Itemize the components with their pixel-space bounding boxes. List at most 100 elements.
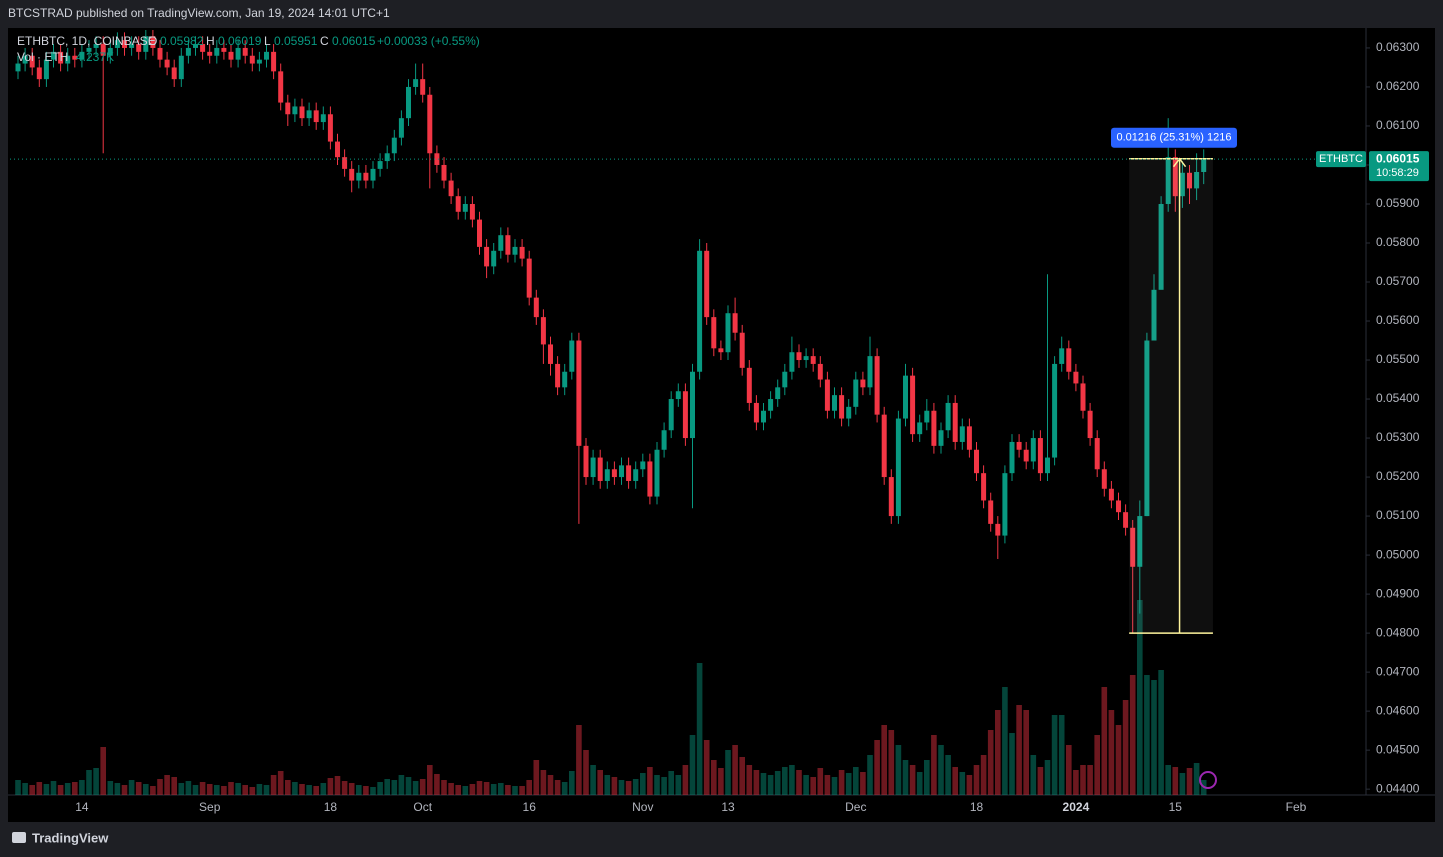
candle-body bbox=[732, 313, 738, 333]
legend-value: 0.06015 bbox=[332, 34, 376, 48]
volume-bar bbox=[1073, 770, 1079, 795]
candle-body bbox=[746, 367, 752, 403]
volume-bar bbox=[817, 768, 824, 795]
volume-bar bbox=[292, 782, 298, 795]
candle-body bbox=[1023, 449, 1029, 462]
volume-bar bbox=[214, 785, 220, 795]
volume-bar bbox=[874, 740, 880, 795]
candle-body bbox=[526, 258, 532, 298]
volume-bar bbox=[533, 760, 540, 795]
candle-body bbox=[427, 94, 433, 154]
volume-bar bbox=[22, 783, 28, 795]
volume-bar bbox=[391, 780, 398, 795]
volume-bar bbox=[1087, 765, 1093, 795]
volume-bar bbox=[526, 780, 532, 795]
candle-body bbox=[803, 356, 809, 361]
volume-bar bbox=[171, 777, 177, 795]
volume-bar bbox=[277, 771, 284, 795]
alert-icon[interactable] bbox=[1199, 771, 1217, 789]
volume-bar bbox=[320, 783, 327, 795]
volume-bar bbox=[732, 745, 738, 795]
candle-body bbox=[398, 118, 404, 138]
volume-bar bbox=[313, 786, 319, 795]
volume-bar bbox=[135, 782, 142, 795]
candle-body bbox=[1087, 410, 1093, 439]
volume-bar bbox=[668, 771, 674, 795]
candle-body bbox=[221, 47, 227, 52]
volume-bar bbox=[86, 770, 92, 795]
candle-body bbox=[512, 246, 518, 255]
candle-body bbox=[1165, 157, 1171, 204]
x-tick-label: Sep bbox=[199, 800, 221, 814]
candle-body bbox=[832, 395, 837, 411]
candle-body bbox=[782, 371, 788, 388]
candle-body bbox=[264, 51, 269, 60]
volume-bar bbox=[242, 785, 248, 795]
candle-body bbox=[1151, 289, 1157, 341]
volume-bar bbox=[206, 784, 213, 795]
candle-body bbox=[455, 196, 461, 212]
legend-value: 0.06019 bbox=[218, 34, 262, 48]
candle-body bbox=[477, 219, 482, 247]
overlay: ETHBTC, 1D, COINBASE O 0.05982 H 0.06019… bbox=[17, 34, 480, 64]
volume-bar bbox=[902, 760, 909, 795]
candle-body bbox=[874, 356, 880, 415]
volume-bar bbox=[72, 782, 78, 795]
candle-body bbox=[775, 387, 781, 400]
measure-label-bg bbox=[1111, 127, 1237, 148]
candle-body bbox=[136, 44, 142, 52]
candle-body bbox=[171, 67, 177, 80]
y-tick-label: 0.05000 bbox=[1376, 547, 1420, 561]
volume-bar bbox=[64, 783, 71, 795]
candle-body bbox=[768, 399, 774, 411]
volume-bar bbox=[100, 747, 106, 795]
candle-body bbox=[1187, 172, 1192, 189]
volume-bar bbox=[661, 777, 667, 795]
candle-body bbox=[129, 44, 135, 48]
candle-body bbox=[519, 246, 525, 259]
volume-bar bbox=[512, 786, 518, 795]
price-tag: 0.06015 bbox=[1376, 151, 1420, 165]
legend-label: L bbox=[264, 34, 271, 48]
candle-body bbox=[725, 313, 731, 353]
volume-bar bbox=[625, 781, 632, 795]
x-tick-label: Feb bbox=[1286, 800, 1307, 814]
y-tick-label: 0.05800 bbox=[1376, 235, 1420, 249]
volume-bar bbox=[192, 785, 199, 795]
candle-body bbox=[278, 71, 284, 103]
candle-body bbox=[313, 110, 319, 123]
legend-value: 0.05951 bbox=[274, 34, 318, 48]
candle-body bbox=[910, 375, 916, 435]
volume-bar bbox=[845, 773, 852, 795]
volume-bar bbox=[1002, 687, 1008, 795]
y-tick-label: 0.05100 bbox=[1376, 508, 1420, 522]
volume-bar bbox=[725, 750, 731, 795]
candle-body bbox=[363, 172, 369, 181]
volume-bar bbox=[1129, 675, 1136, 795]
volume-bar bbox=[1179, 773, 1186, 795]
candle-body bbox=[72, 55, 78, 60]
volume-value: 4.237K bbox=[76, 50, 114, 64]
candle-body bbox=[1002, 473, 1008, 536]
volume-bar bbox=[618, 780, 625, 795]
volume-bar bbox=[519, 786, 525, 795]
volume-bar bbox=[1037, 767, 1044, 795]
y-tick-label: 0.04500 bbox=[1376, 742, 1420, 756]
candle-body bbox=[1108, 488, 1114, 501]
volume-bar bbox=[121, 785, 128, 795]
candle-body bbox=[753, 402, 759, 423]
candle-body bbox=[285, 102, 291, 115]
y-tick-label: 0.04800 bbox=[1376, 625, 1420, 639]
candle-body bbox=[185, 47, 191, 56]
x-tick-label: Nov bbox=[632, 800, 653, 814]
volume-bar bbox=[1108, 710, 1115, 795]
volume-bar bbox=[746, 765, 753, 795]
candle-body bbox=[952, 402, 958, 442]
x-tick-label: Oct bbox=[413, 800, 432, 814]
legend-change: +0.00033 (+0.55%) bbox=[377, 34, 480, 48]
volume-bar bbox=[938, 745, 944, 795]
candle-body bbox=[661, 430, 667, 450]
candle-body bbox=[178, 55, 184, 80]
volume-bar bbox=[554, 780, 561, 795]
